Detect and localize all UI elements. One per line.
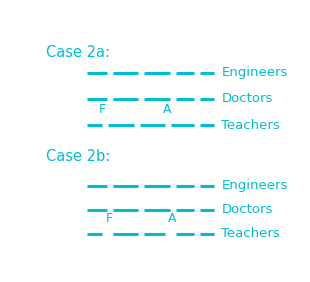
Text: F: F — [106, 212, 113, 225]
Text: Engineers: Engineers — [221, 67, 288, 80]
Text: Teachers: Teachers — [221, 118, 280, 131]
Text: F: F — [99, 103, 106, 116]
Text: Doctors: Doctors — [221, 203, 273, 216]
Text: Case 2b:: Case 2b: — [46, 149, 110, 164]
Text: Engineers: Engineers — [221, 179, 288, 192]
Text: A: A — [168, 212, 176, 225]
Text: Case 2a:: Case 2a: — [46, 45, 110, 60]
Text: A: A — [163, 103, 171, 116]
Text: Teachers: Teachers — [221, 227, 280, 240]
Text: Doctors: Doctors — [221, 92, 273, 105]
